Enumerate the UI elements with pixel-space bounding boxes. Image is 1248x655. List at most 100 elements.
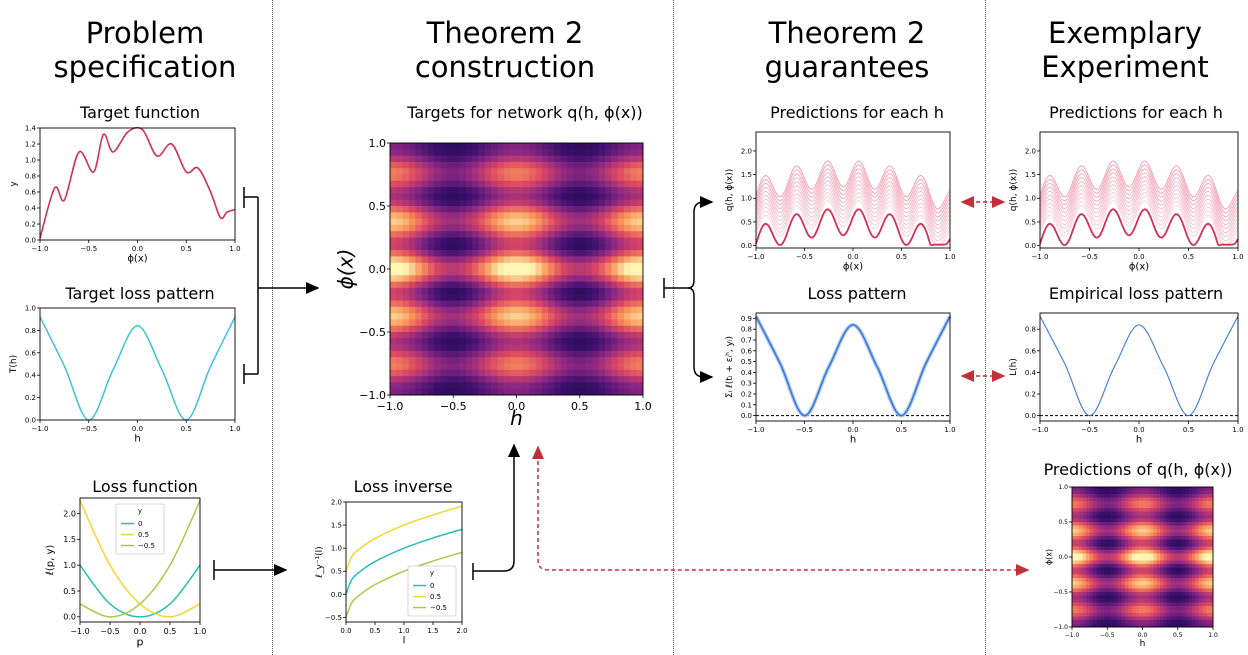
heatmap-cell: [1181, 553, 1186, 558]
y-tick-label: 0.6: [25, 349, 37, 357]
y-tick-label: 0.5: [369, 200, 387, 213]
heatmap-cell: [1072, 606, 1076, 610]
y-axis-label: L(h): [1009, 358, 1019, 376]
y-tick-label: 0.5: [63, 587, 76, 596]
heatmap-cell: [617, 287, 625, 295]
heatmap-cell: [1072, 543, 1076, 547]
heatmap-cell: [1202, 578, 1207, 582]
x-tick-label: −1.0: [32, 425, 49, 433]
y-tick-label: 0.0: [25, 236, 36, 244]
heatmap-cell: [1146, 501, 1150, 505]
heatmap-cell: [1209, 585, 1214, 589]
heatmap-cell: [548, 174, 555, 182]
heatmap-cell: [1079, 599, 1083, 603]
heatmap-cell: [1202, 616, 1207, 621]
heatmap-cell: [605, 143, 612, 150]
heatmap-cell: [522, 382, 530, 390]
heatmap-cell: [396, 350, 404, 358]
heatmap-cell: [630, 262, 638, 270]
heatmap-cell: [1135, 578, 1140, 582]
heatmap-cell: [1174, 553, 1179, 558]
heatmap-cell: [522, 149, 530, 156]
heatmap-cell: [472, 243, 479, 251]
heatmap-cell: [421, 143, 429, 150]
heatmap-cell: [592, 199, 600, 207]
heatmap-cell: [630, 382, 638, 390]
heatmap-cell: [1096, 546, 1101, 551]
heatmap-cell: [617, 168, 625, 175]
heatmap-cell: [1110, 543, 1115, 547]
heatmap-cell: [421, 161, 429, 169]
heatmap-cell: [1135, 613, 1140, 617]
heatmap-cell: [1205, 518, 1210, 523]
y-tick-label: −0.5: [1053, 589, 1068, 596]
y-tick-label: 0.5: [1025, 218, 1036, 226]
heatmap-cell: [592, 363, 600, 371]
heatmap-cell: [617, 300, 625, 308]
heatmap-cell: [579, 319, 587, 327]
heatmap-cell: [440, 262, 448, 270]
heatmap-cell: [440, 218, 448, 226]
heatmap-cell: [1075, 606, 1080, 610]
heatmap-cell: [535, 281, 543, 289]
heatmap-cell: [1174, 546, 1179, 551]
heatmap-cell: [554, 350, 562, 358]
heatmap-cell: [497, 319, 505, 327]
heatmap-cell: [491, 237, 498, 245]
heatmap-cell: [1117, 501, 1122, 505]
heatmap-cell: [396, 149, 404, 156]
heatmap-cell: [1093, 609, 1098, 614]
heatmap-cell: [478, 313, 486, 320]
heatmap-cell: [1153, 595, 1157, 600]
heatmap-cell: [497, 250, 505, 257]
heatmap-cell: [1163, 532, 1168, 537]
heatmap-cell: [554, 332, 562, 339]
heatmap-cell: [396, 243, 404, 251]
heatmap-cell: [529, 231, 536, 238]
heatmap-cell: [630, 155, 638, 163]
divider-3: [985, 0, 986, 655]
heatmap-cell: [396, 155, 404, 163]
heatmap-cell: [1096, 599, 1101, 603]
heatmap-cell: [491, 206, 498, 213]
heatmap-cell: [624, 262, 631, 270]
heatmap-cell: [598, 287, 606, 295]
heatmap-cell: [1135, 595, 1140, 600]
heatmap-cell: [1089, 525, 1094, 530]
heatmap-cell: [567, 256, 574, 264]
heatmap-cell: [446, 376, 454, 383]
heatmap-cell: [415, 149, 423, 156]
heatmap-cell: [1128, 581, 1133, 586]
heatmap-cell: [1205, 515, 1210, 519]
heatmap-cell: [459, 243, 467, 251]
heatmap-cell: [1153, 518, 1157, 523]
heatmap-cell: [478, 224, 486, 232]
heatmap-cell: [503, 168, 511, 175]
heatmap-cell: [586, 250, 593, 257]
heatmap-cell: [1170, 560, 1175, 565]
heatmap-cell: [1146, 564, 1150, 568]
heatmap-cell: [1093, 557, 1098, 561]
heatmap-cell: [592, 369, 600, 377]
title-predictions-guarantee: Predictions for each h: [770, 103, 944, 122]
heatmap-cell: [1093, 585, 1098, 589]
heatmap-cell: [1209, 532, 1214, 537]
heatmap-cell: [1184, 501, 1189, 505]
heatmap-cell: [459, 168, 467, 175]
heatmap-cell: [1089, 578, 1094, 582]
y-tick-label: 0.4: [25, 372, 37, 380]
title-targets: Targets for network q(h, ϕ(x)): [407, 103, 643, 122]
heatmap-cell: [1075, 497, 1080, 502]
heatmap-cell: [1188, 501, 1193, 505]
heatmap-cell: [1079, 508, 1083, 512]
heatmap-cell: [1177, 581, 1182, 586]
heatmap-cell: [453, 168, 460, 175]
heatmap-cell: [1082, 613, 1087, 617]
heatmap-cell: [1131, 497, 1136, 502]
heatmap-cell: [541, 332, 549, 339]
heatmap-cell: [1086, 494, 1091, 498]
heatmap-cell: [624, 143, 631, 150]
heatmap-cell: [1072, 511, 1076, 516]
heatmap-cell: [415, 281, 423, 289]
heatmap-cell: [573, 218, 581, 226]
